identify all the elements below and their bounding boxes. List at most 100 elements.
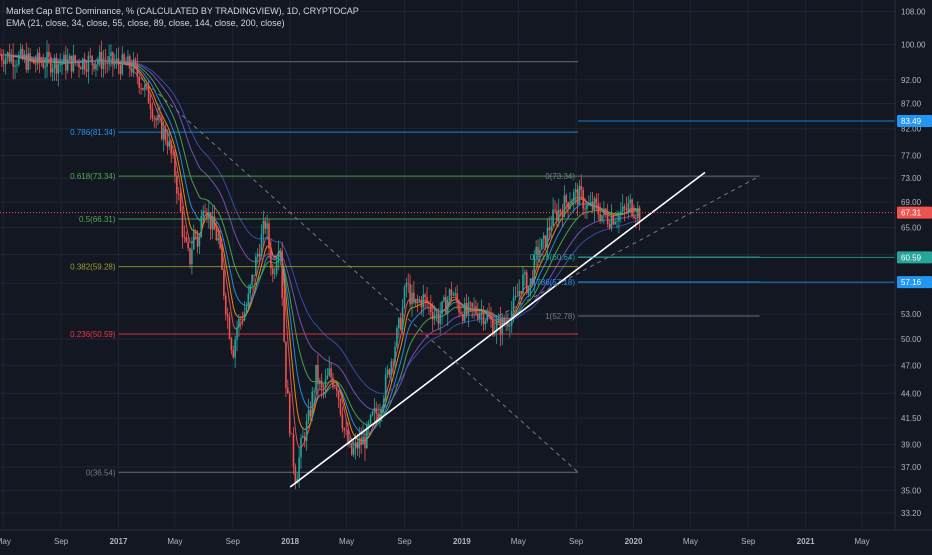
candle-body: [537, 246, 539, 256]
candle-body: [529, 278, 532, 286]
candle-body: [584, 208, 586, 210]
candle-body: [638, 207, 641, 221]
candle-body: [283, 298, 285, 342]
candle-body: [601, 215, 603, 221]
candle-body: [245, 307, 248, 312]
candle-body: [0, 54, 1, 56]
candle-body: [514, 295, 517, 298]
candle-body: [151, 109, 154, 119]
candle-body: [407, 283, 410, 284]
candle-body: [287, 387, 289, 394]
candle-body: [217, 237, 220, 241]
candle-body: [87, 55, 90, 72]
candle-body: [416, 298, 419, 302]
candle-body: [4, 57, 7, 65]
candle-body: [251, 274, 253, 285]
candle-body: [567, 202, 569, 209]
candle-body: [10, 55, 13, 62]
candle-body: [452, 295, 455, 296]
candle-body: [224, 295, 227, 315]
candle-body: [603, 208, 605, 216]
candle-body: [507, 322, 509, 327]
candle-body: [580, 185, 583, 191]
candle-body: [157, 115, 159, 121]
fib-level-label: 1(96.0): [90, 58, 116, 67]
candle-body: [631, 199, 633, 216]
candle-body: [446, 299, 449, 314]
candle-body: [345, 430, 347, 431]
price-tag: [897, 115, 932, 128]
candle-body: [550, 226, 553, 231]
candle-body: [313, 391, 315, 393]
candle-body: [552, 209, 554, 227]
candle-body: [307, 409, 310, 421]
candle-body: [112, 52, 114, 65]
candle-body: [80, 67, 82, 70]
candle-body: [456, 293, 458, 303]
x-tick-label: Sep: [741, 537, 756, 546]
candle-body: [311, 391, 314, 417]
candle-body: [473, 306, 475, 308]
candle-body: [398, 318, 400, 328]
candle-body: [95, 64, 97, 70]
candle-body: [302, 436, 304, 438]
candle-body: [524, 272, 526, 275]
candle-body: [12, 55, 14, 67]
candle-body: [414, 298, 417, 303]
candle-body: [356, 442, 359, 449]
fib-level-label: 0(73.34): [545, 172, 575, 181]
candle-body: [55, 57, 58, 74]
candle-body: [426, 297, 428, 304]
candle-body: [589, 201, 592, 205]
candle-body: [445, 297, 447, 314]
candle-body: [471, 303, 473, 308]
candle-body: [488, 314, 490, 318]
candle-body: [179, 193, 182, 212]
candle-body: [341, 414, 344, 429]
candle-body: [147, 85, 150, 104]
candle-body: [294, 466, 297, 484]
price-tag: [897, 206, 932, 219]
candle-body: [636, 207, 639, 219]
candle-body: [354, 442, 357, 449]
candle-body: [542, 235, 545, 240]
x-tick-label: Sep: [397, 537, 412, 546]
candle-body: [448, 289, 451, 300]
ema-line-200: [0, 54, 640, 394]
candle-body: [379, 413, 381, 419]
candle-body: [509, 325, 511, 327]
candle-body: [463, 303, 466, 321]
candle-body: [477, 313, 479, 319]
candle-body: [497, 318, 500, 322]
candle-body: [288, 393, 291, 434]
candle-body: [70, 55, 73, 72]
candle-body: [119, 65, 122, 74]
candle-body: [614, 221, 616, 225]
candle-body: [241, 319, 244, 321]
y-tick-label: 50.00: [901, 335, 922, 344]
candle-body: [300, 437, 302, 458]
candle-body: [512, 297, 515, 312]
candle-body: [625, 208, 628, 211]
candle-body: [633, 215, 635, 218]
candle-body: [362, 436, 364, 445]
x-tick-label: 2017: [110, 537, 128, 546]
x-tick-label: 2018: [281, 537, 299, 546]
candle-body: [461, 313, 464, 321]
y-tick-label: 73.00: [901, 174, 922, 183]
candle-body: [155, 118, 157, 121]
candle-body: [104, 61, 107, 63]
candle-body: [305, 420, 308, 441]
candle-body: [208, 212, 210, 218]
candle-body: [18, 54, 20, 65]
candle-body: [616, 221, 618, 222]
candle-body: [53, 57, 56, 69]
candle-body: [367, 423, 370, 425]
candle-body: [196, 233, 199, 247]
candle-body: [454, 293, 457, 296]
candle-body: [635, 217, 637, 219]
price-tag: [897, 276, 932, 289]
x-tick-label: 2020: [625, 537, 643, 546]
candle-body: [14, 65, 16, 67]
